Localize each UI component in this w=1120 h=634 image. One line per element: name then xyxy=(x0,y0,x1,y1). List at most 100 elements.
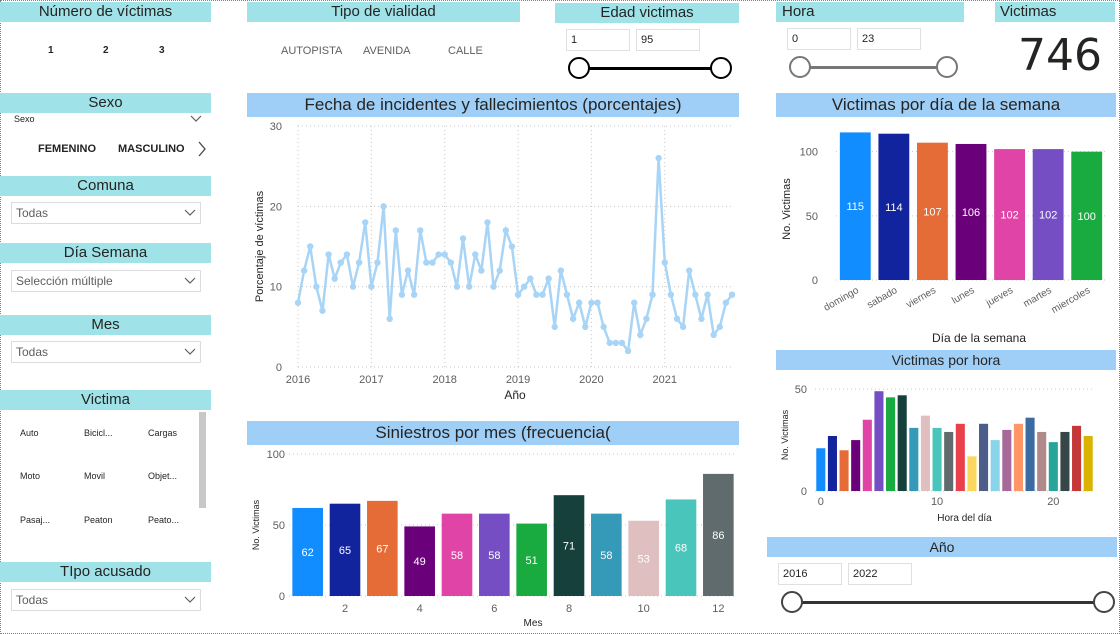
sexo-option-masculino[interactable]: MASCULINO xyxy=(118,143,185,155)
hora-max-input[interactable]: 23 xyxy=(857,28,921,50)
line-chart-point xyxy=(667,291,675,298)
line-chart-point xyxy=(545,275,552,282)
month-bar xyxy=(441,513,473,596)
line-chart-point xyxy=(649,291,656,298)
line-chart-point xyxy=(710,331,717,339)
filter-dia-semana-title: Día Semana xyxy=(0,243,211,263)
anio-max-input[interactable]: 2022 xyxy=(848,563,912,585)
line-chart-point xyxy=(643,315,650,322)
line-chart: 0 10 20 30 2016 2017 2018 2019 2020 2021 Año Porcen… xyxy=(254,121,736,402)
hour-chart-x-axis-label: Hora del día xyxy=(937,513,992,524)
victima-option-auto[interactable]: Auto xyxy=(20,428,39,438)
victima-option-movil[interactable]: Movil xyxy=(84,471,106,481)
weekday-chart-xtick-3: lunes xyxy=(950,285,976,306)
weekday-chart-xtick-6: miercoles xyxy=(1050,285,1093,316)
victima-option-objeto[interactable]: Objet... xyxy=(148,471,178,481)
hour-bar xyxy=(1037,431,1047,491)
comuna-dropdown-value: Todas xyxy=(16,206,49,220)
line-chart-xtick-1: 2017 xyxy=(359,374,383,386)
line-chart-point xyxy=(368,283,375,290)
line-chart-point xyxy=(606,339,613,347)
tipo-acusado-dropdown[interactable]: Todas xyxy=(11,589,201,611)
line-chart-point xyxy=(374,259,381,266)
edad-slider-min-handle[interactable] xyxy=(568,57,590,79)
hour-bar xyxy=(827,436,837,491)
mes-dropdown[interactable]: Todas xyxy=(11,341,201,363)
edad-slider-max-handle[interactable] xyxy=(710,57,732,79)
month-bar-label: 53 xyxy=(638,553,650,565)
line-chart-point xyxy=(563,291,571,298)
hour-chart-title: Victimas por hora xyxy=(776,350,1116,370)
weekday-chart-xtick-1: sabado xyxy=(865,285,899,311)
edad-slider-track[interactable] xyxy=(579,67,721,70)
chevron-down-icon xyxy=(184,277,196,284)
dia-semana-dropdown[interactable]: Selección múltiple xyxy=(11,270,201,292)
sexo-option-femenino[interactable]: FEMENINO xyxy=(38,143,97,155)
line-chart-point xyxy=(404,267,412,274)
month-bar-label: 51 xyxy=(526,555,538,567)
line-chart-point xyxy=(435,251,442,258)
line-chart-point xyxy=(722,299,730,306)
anio-slider-track[interactable] xyxy=(792,601,1104,604)
weekday-bar-label: 114 xyxy=(885,202,903,214)
tipo-acusado-dropdown-value: Todas xyxy=(16,593,49,607)
line-chart-ytick-3: 30 xyxy=(270,121,282,133)
line-chart-point xyxy=(319,307,326,314)
line-chart-point xyxy=(307,243,314,250)
edad-max-input[interactable]: 95 xyxy=(636,29,700,51)
sexo-chevron-down-icon[interactable] xyxy=(190,115,202,123)
hour-bar xyxy=(909,427,919,491)
month-chart-ytick-2: 100 xyxy=(267,449,285,461)
anio-min-input[interactable]: 2016 xyxy=(778,563,842,585)
hora-slider-max-handle[interactable] xyxy=(936,56,958,78)
filter-hora-title: Hora xyxy=(776,2,964,22)
victima-scrollbar[interactable] xyxy=(199,412,206,508)
weekday-chart-y-axis-label: No. Victimas xyxy=(781,178,793,240)
sexo-next-chevron-icon[interactable] xyxy=(197,141,207,157)
line-chart-point xyxy=(618,339,626,347)
line-chart-ytick-0: 0 xyxy=(276,362,282,374)
victima-option-peaton-2[interactable]: Peato... xyxy=(148,515,180,525)
line-chart-point xyxy=(380,203,387,210)
line-chart-point xyxy=(630,299,638,306)
hora-slider-min-handle[interactable] xyxy=(789,56,811,78)
tipo-vialidad-option-autopista[interactable]: AUTOPISTA xyxy=(281,45,343,57)
comuna-dropdown[interactable]: Todas xyxy=(11,202,201,224)
hour-bar xyxy=(839,450,849,491)
num-victimas-option-3[interactable]: 3 xyxy=(159,45,165,56)
victima-option-peaton[interactable]: Peaton xyxy=(84,515,113,525)
line-chart-point xyxy=(496,267,503,274)
hora-slider-track[interactable] xyxy=(799,66,947,69)
num-victimas-option-2[interactable]: 2 xyxy=(103,45,109,56)
victima-option-bicicleta[interactable]: Bicicl... xyxy=(84,428,113,438)
filter-tipo-acusado-title: TIpo acusado xyxy=(0,562,211,582)
line-chart-point xyxy=(441,251,448,258)
sexo-sublabel: Sexo xyxy=(14,114,35,124)
line-chart-point xyxy=(673,315,681,322)
victima-option-moto[interactable]: Moto xyxy=(20,471,41,481)
weekday-bar-label: 102 xyxy=(1039,210,1057,222)
line-chart-point xyxy=(612,339,620,347)
month-chart-xtick-3: 8 xyxy=(566,603,572,615)
month-bar xyxy=(479,513,510,596)
line-chart-point xyxy=(325,251,332,258)
anio-slider-max-handle[interactable] xyxy=(1093,591,1115,613)
edad-min-input[interactable]: 1 xyxy=(566,29,630,51)
chevron-down-icon xyxy=(184,596,196,603)
anio-slider-min-handle[interactable] xyxy=(781,591,803,613)
weekday-chart-xtick-0: domingo xyxy=(822,285,861,314)
line-chart-point xyxy=(704,291,711,298)
filter-sexo-title: Sexo xyxy=(0,93,211,113)
line-chart-point xyxy=(294,299,302,306)
hora-min-input[interactable]: 0 xyxy=(787,28,851,50)
line-chart-point xyxy=(490,283,497,290)
victima-option-pasajero[interactable]: Pasaj... xyxy=(20,515,51,525)
hour-chart-ytick-1: 50 xyxy=(795,384,807,396)
line-chart-xtick-0: 2016 xyxy=(286,374,310,386)
line-chart-point xyxy=(459,235,467,242)
tipo-vialidad-option-avenida[interactable]: AVENIDA xyxy=(363,45,411,57)
line-chart-point xyxy=(520,283,528,290)
victima-option-cargas[interactable]: Cargas xyxy=(148,428,178,438)
tipo-vialidad-option-calle[interactable]: CALLE xyxy=(448,45,483,57)
num-victimas-option-1[interactable]: 1 xyxy=(48,45,54,56)
